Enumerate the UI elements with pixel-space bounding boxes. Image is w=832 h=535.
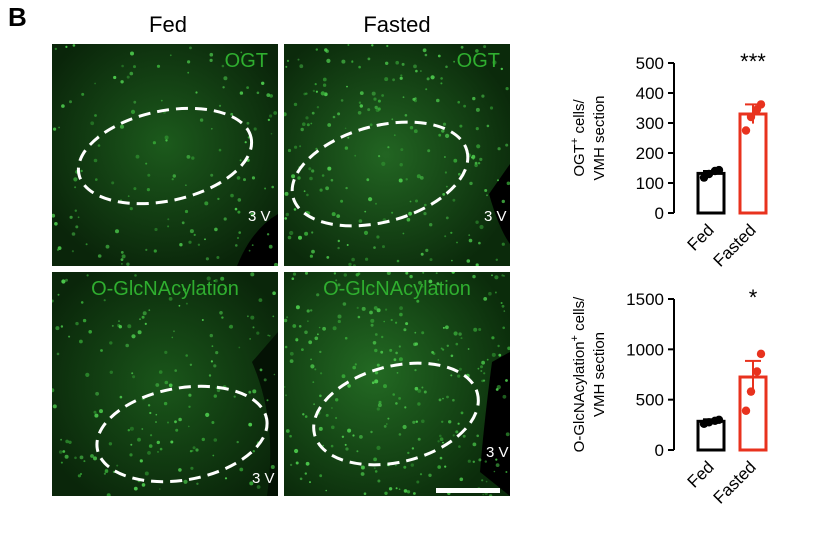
- stain-label-oglcnac: O-GlcNAcylation: [323, 278, 471, 300]
- y-tick-label: 1000: [626, 340, 664, 359]
- x-tick-label-fed: Fed: [684, 220, 718, 254]
- data-point: [741, 406, 751, 415]
- y-tick-label: 500: [636, 54, 664, 73]
- micrograph-ogt-fed: OGT 3 V: [52, 44, 278, 266]
- vmh-outline: [290, 120, 470, 228]
- vmh-outline: [312, 361, 480, 467]
- y-tick-label: 100: [636, 174, 664, 193]
- data-point: [756, 100, 766, 109]
- significance-marker: ***: [740, 49, 766, 74]
- micrograph-oglcnac-fasted: O-GlcNAcylation 3 V: [284, 272, 510, 496]
- data-point: [746, 112, 756, 122]
- x-tick-label-fasted: Fasted: [710, 220, 760, 270]
- chart-oglcnac-svg: 0 500 1000 1500 O-GlcNAcylation+ cells/VMH s…: [569, 285, 768, 508]
- panel-letter: B: [8, 2, 27, 32]
- y-tick-label: 400: [636, 84, 664, 103]
- vmh-outline: [95, 384, 269, 484]
- y-tick-label: 1500: [626, 290, 664, 309]
- chart-oglcnac-cells: 0 500 1000 1500 O-GlcNAcylation+ cells/VMH s…: [560, 285, 832, 530]
- y-tick-label: 0: [655, 204, 664, 223]
- y-axis-label-line2: VMH section: [591, 332, 608, 417]
- data-point: [756, 349, 766, 359]
- significance-marker: *: [749, 286, 758, 310]
- x-tick-label-fed: Fed: [684, 457, 718, 491]
- data-point: [741, 126, 751, 135]
- stain-label-oglcnac: O-GlcNAcylation: [91, 278, 239, 300]
- third-ventricle-label: 3 V: [252, 470, 275, 487]
- micrograph-oglcnac-fasted-image: [284, 272, 510, 496]
- stain-label-ogt: OGT: [456, 50, 500, 72]
- micrograph-ogt-fasted-image: [284, 44, 510, 266]
- column-header-fed: Fed: [149, 12, 187, 37]
- data-point: [714, 165, 724, 175]
- chart-ogt-cells: 0 100 200 300 400 500 OGT+ cells/VMH section Fe…: [560, 44, 832, 284]
- data-point: [746, 387, 756, 396]
- y-axis-label: OGT+ cells/: [569, 99, 588, 177]
- stain-label-ogt: OGT: [224, 50, 268, 72]
- vmh-outline: [76, 106, 254, 206]
- y-tick-label: 200: [636, 144, 664, 163]
- micrograph-oglcnac-fed-image: [52, 272, 278, 496]
- scale-bar: [436, 488, 500, 493]
- x-tick-label-fasted: Fasted: [710, 457, 760, 507]
- data-point: [752, 367, 762, 376]
- data-point: [714, 415, 724, 424]
- y-tick-label: 500: [636, 391, 664, 410]
- y-tick-label: 300: [636, 114, 664, 133]
- micrograph-ogt-fed-image: [52, 44, 278, 266]
- micrograph-oglcnac-fed: O-GlcNAcylation 3 V: [52, 272, 278, 496]
- y-axis-label-line2: VMH section: [591, 95, 608, 180]
- third-ventricle-label: 3 V: [248, 208, 271, 225]
- chart-ogt-svg: 0 100 200 300 400 500 OGT+ cells/VMH section Fe…: [569, 49, 768, 271]
- column-header-fasted: Fasted: [363, 12, 431, 37]
- third-ventricle-label: 3 V: [484, 208, 507, 225]
- micrograph-ogt-fasted: OGT 3 V: [284, 44, 510, 266]
- y-tick-label: 0: [655, 441, 664, 460]
- y-axis-label: O-GlcNAcylation+ cells/: [569, 296, 588, 452]
- third-ventricle-label: 3 V: [486, 444, 509, 461]
